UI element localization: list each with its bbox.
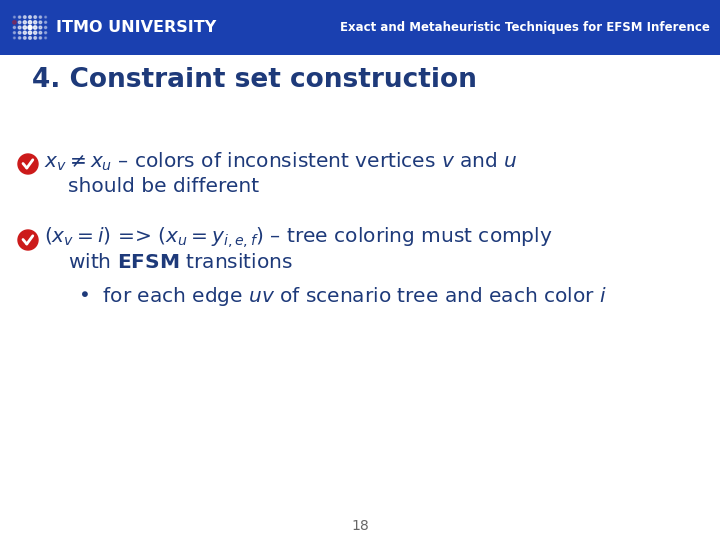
Text: with $\bf{EFSM}$ transitions: with $\bf{EFSM}$ transitions — [68, 253, 293, 272]
Circle shape — [18, 230, 38, 250]
Circle shape — [14, 32, 15, 34]
Circle shape — [14, 37, 15, 39]
Circle shape — [24, 37, 26, 39]
Circle shape — [40, 16, 42, 18]
Circle shape — [45, 26, 47, 29]
Text: 18: 18 — [351, 519, 369, 533]
Circle shape — [14, 16, 15, 18]
Circle shape — [18, 154, 38, 174]
Circle shape — [19, 37, 21, 39]
Circle shape — [28, 21, 32, 24]
Text: ITMO UNIVERSITY: ITMO UNIVERSITY — [55, 20, 216, 35]
Circle shape — [23, 26, 27, 29]
Circle shape — [12, 21, 16, 24]
Circle shape — [39, 21, 42, 24]
Circle shape — [45, 32, 47, 34]
Circle shape — [34, 16, 37, 18]
FancyBboxPatch shape — [0, 0, 720, 55]
Circle shape — [23, 21, 27, 24]
Circle shape — [19, 16, 21, 18]
Text: $x_v \neq x_u$ – colors of inconsistent vertices $v$ and $u$: $x_v \neq x_u$ – colors of inconsistent … — [44, 151, 518, 173]
Circle shape — [39, 26, 42, 29]
Circle shape — [18, 31, 21, 34]
Circle shape — [40, 37, 42, 39]
Circle shape — [45, 16, 47, 18]
Text: Exact and Metaheuristic Techniques for EFSM Inference: Exact and Metaheuristic Techniques for E… — [340, 21, 710, 34]
Circle shape — [39, 31, 42, 34]
Text: •  for each edge $uv$ of scenario tree and each color $i$: • for each edge $uv$ of scenario tree an… — [78, 286, 607, 308]
Circle shape — [18, 26, 21, 29]
Circle shape — [34, 37, 37, 39]
Circle shape — [34, 31, 37, 34]
Text: 4. Constraint set construction: 4. Constraint set construction — [32, 67, 477, 93]
Circle shape — [29, 16, 32, 18]
Circle shape — [23, 31, 27, 34]
Circle shape — [34, 21, 37, 24]
Circle shape — [29, 37, 32, 39]
Circle shape — [28, 31, 32, 35]
Circle shape — [24, 16, 26, 18]
Circle shape — [34, 26, 37, 29]
Circle shape — [18, 21, 21, 24]
Circle shape — [13, 26, 16, 29]
Circle shape — [45, 21, 47, 23]
Circle shape — [28, 25, 32, 30]
Circle shape — [45, 37, 47, 39]
Text: should be different: should be different — [68, 177, 259, 195]
Text: $(x_v = i)$ => $(x_u = y_{i,e,f})$ – tree coloring must comply: $(x_v = i)$ => $(x_u = y_{i,e,f})$ – tre… — [44, 226, 553, 251]
